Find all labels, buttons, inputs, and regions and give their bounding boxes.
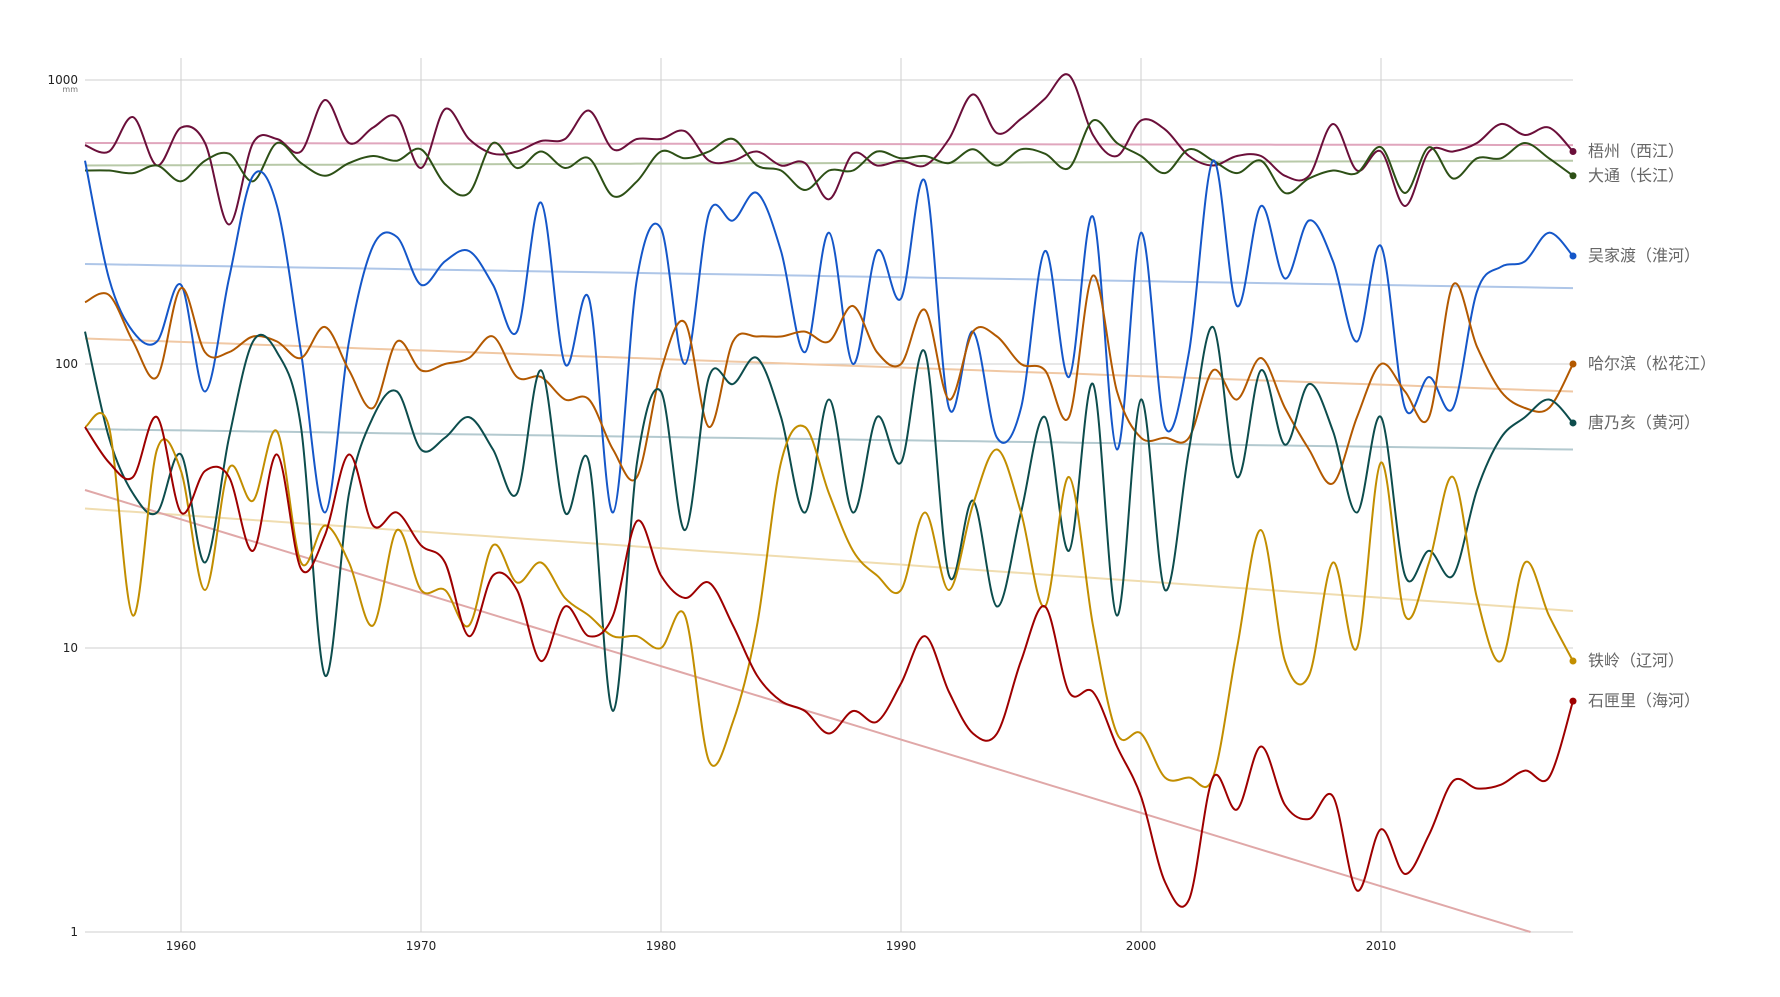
series-label: 大通（长江） (1588, 166, 1684, 185)
series-end-marker (1569, 697, 1577, 705)
y-tick-label: 1 (70, 925, 78, 939)
series-label: 梧州（西江） (1588, 142, 1684, 161)
x-tick-label: 1980 (646, 939, 677, 953)
trend-line (84, 489, 1531, 933)
axis-layer: mm 1 10 100 1000 1960 1970 1980 1990 2000 2010 (47, 73, 1396, 953)
series-line[interactable] (84, 325, 1574, 712)
y-tick-label: 100 (55, 357, 78, 371)
series-end-marker (1569, 172, 1577, 180)
y-axis-unit-label: mm (62, 85, 78, 94)
series-line[interactable] (84, 119, 1574, 198)
series-layer (84, 73, 1577, 908)
trend-line (85, 142, 1574, 147)
series-line[interactable] (84, 416, 1574, 908)
x-tick-label: 2010 (1366, 939, 1397, 953)
trend-line (84, 159, 1573, 167)
series-line[interactable] (84, 274, 1574, 485)
series-end-marker (1569, 360, 1577, 368)
series-line[interactable] (84, 159, 1574, 514)
x-tick-label: 2000 (1126, 939, 1157, 953)
x-tick-label: 1970 (406, 939, 437, 953)
series-line[interactable] (84, 412, 1574, 788)
series-label: 铁岭（辽河） (1588, 651, 1684, 670)
x-tick-label: 1960 (166, 939, 197, 953)
series-line[interactable] (84, 73, 1574, 226)
series-label: 吴家渡（淮河） (1588, 246, 1700, 265)
trend-line (84, 263, 1574, 290)
trend-layer (84, 142, 1574, 933)
trend-line (84, 337, 1574, 393)
series-label: 石匣里（海河） (1588, 691, 1700, 710)
series-label-layer: 梧州（西江） 大通（长江） 吴家渡（淮河） 哈尔滨（松花江） 唐乃亥（黄河） 铁岭（辽河）… (1588, 142, 1716, 711)
series-end-marker (1569, 148, 1577, 156)
x-tick-label: 1990 (886, 939, 917, 953)
y-tick-label: 1000 (47, 73, 78, 87)
series-label: 唐乃亥（黄河） (1588, 413, 1700, 432)
series-end-marker (1569, 252, 1577, 260)
y-tick-label: 10 (63, 641, 78, 655)
series-end-marker (1569, 657, 1577, 665)
series-end-marker (1569, 419, 1577, 427)
series-label: 哈尔滨（松花江） (1588, 354, 1716, 373)
trend-line (84, 428, 1574, 451)
